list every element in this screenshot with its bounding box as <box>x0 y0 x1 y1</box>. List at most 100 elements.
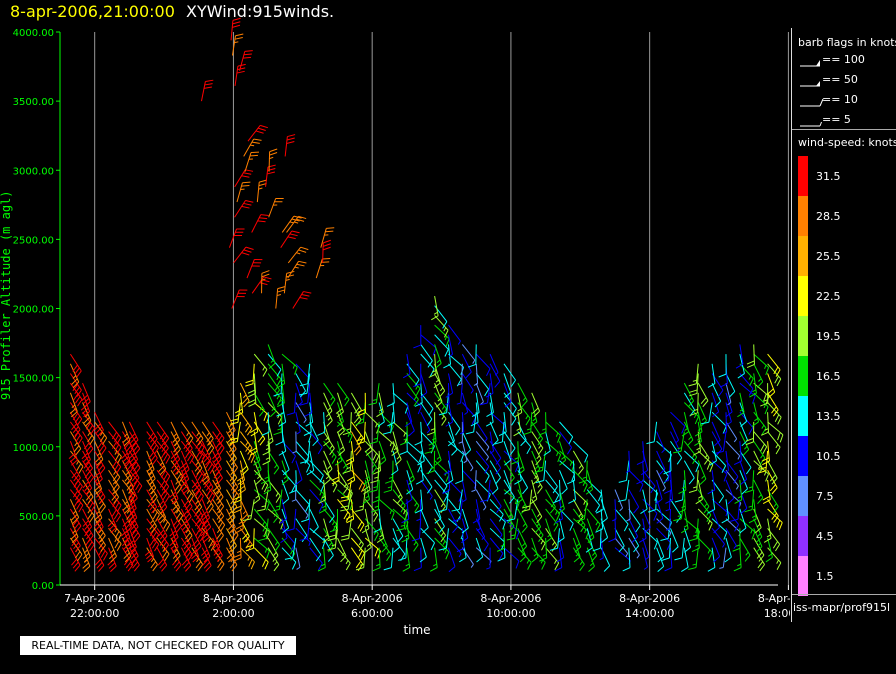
barb-flag <box>259 282 268 286</box>
barb-flag <box>568 436 574 445</box>
barb-flag <box>601 537 608 544</box>
wind-barb <box>253 547 269 570</box>
wind-barb <box>545 518 553 544</box>
barb-flag <box>331 476 340 481</box>
barb-half-flag <box>441 415 445 420</box>
barb-flag <box>231 531 237 540</box>
wind-barb <box>489 421 499 447</box>
barb-flag <box>90 505 96 513</box>
wind-barb <box>337 382 350 407</box>
wind-barb <box>697 489 710 514</box>
barb-shaft <box>573 440 589 456</box>
barb-half-flag <box>521 552 525 557</box>
barb-shaft <box>669 547 673 568</box>
barb-flag <box>373 528 382 533</box>
barb-shaft <box>558 518 565 539</box>
barb-half-flag <box>257 475 261 479</box>
wind-barb <box>744 489 755 513</box>
barb-flag <box>372 567 381 572</box>
barb-half-flag <box>87 432 91 437</box>
wind-barb <box>94 450 106 475</box>
barb-flag <box>242 468 249 476</box>
barb-flag <box>83 411 90 418</box>
barb-flag <box>74 551 81 559</box>
barb-half-flag <box>764 428 769 431</box>
barb-shaft <box>378 508 382 529</box>
barb-flag <box>151 526 157 533</box>
barb-flag <box>484 388 490 397</box>
barb-shaft <box>461 450 474 469</box>
barb-flag <box>504 459 511 466</box>
barb-flag <box>77 399 83 407</box>
barb-flag <box>204 83 213 86</box>
wind-barb <box>707 547 716 572</box>
barb-half-flag <box>265 457 270 460</box>
wind-barb <box>301 499 311 523</box>
barb-flag <box>689 538 697 542</box>
wind-barb <box>108 528 122 551</box>
wind-barb <box>426 450 436 475</box>
barb-shaft <box>656 450 666 470</box>
barb-half-flag <box>599 557 604 561</box>
barb-half-flag <box>695 529 698 534</box>
barb-shaft <box>295 412 301 432</box>
barb-shaft <box>420 527 435 544</box>
wind-barb <box>514 460 522 485</box>
barb-flag <box>94 558 101 566</box>
wind-barb <box>267 344 276 369</box>
barb-flag <box>126 464 132 472</box>
barb-flag <box>99 434 106 443</box>
barb-half-flag <box>195 500 199 505</box>
barb-legend-symbols <box>800 60 824 127</box>
wind-barb <box>753 528 763 553</box>
barb-flag <box>149 503 156 511</box>
barb-flag <box>147 556 154 563</box>
barb-flag <box>123 536 131 544</box>
barb-flag <box>456 547 465 553</box>
barb-shaft <box>614 528 625 547</box>
wind-barb <box>628 537 640 559</box>
barb-shaft <box>558 479 561 500</box>
barb-half-flag <box>274 386 278 391</box>
wind-barb <box>260 460 270 485</box>
barb-flag <box>172 455 179 463</box>
barb-half-flag <box>583 500 586 505</box>
wind-barb <box>486 547 491 570</box>
barb-flag <box>172 552 179 559</box>
barb-half-flag <box>258 187 263 190</box>
barb-shaft <box>448 411 461 429</box>
wind-barb <box>576 499 588 522</box>
barb-shaft <box>447 450 452 471</box>
barb-flag <box>178 476 184 484</box>
barb-half-flag <box>426 429 431 434</box>
barb-flag <box>182 510 189 518</box>
barb-flag <box>263 489 272 495</box>
barb-flag <box>116 437 122 445</box>
barb-shaft <box>545 431 551 452</box>
barb-shaft <box>599 528 602 549</box>
barb-flag <box>745 441 754 446</box>
barb-flag <box>771 512 777 520</box>
barb-shaft <box>309 392 313 413</box>
wind-barb <box>707 489 716 514</box>
wind-barb <box>201 460 210 485</box>
barb-legend-label: == 100 <box>822 53 865 66</box>
wind-barb <box>201 441 212 466</box>
barb-shaft <box>725 518 741 533</box>
wind-barb <box>337 469 349 494</box>
barb-shaft <box>448 498 462 516</box>
barb-flag <box>71 423 78 430</box>
barb-flag <box>752 395 756 404</box>
barb-shaft <box>420 402 433 420</box>
barb-flag <box>97 429 104 437</box>
barb-flag <box>745 437 754 442</box>
barb-flag <box>286 412 295 416</box>
barb-shaft <box>461 469 477 486</box>
barb-flag <box>327 555 334 562</box>
barb-flag <box>182 523 189 530</box>
barb-flag <box>714 439 721 447</box>
barb-flag <box>762 446 768 455</box>
barb-flag <box>130 471 137 479</box>
barb-flag <box>757 497 764 504</box>
barb-shaft <box>448 518 465 532</box>
